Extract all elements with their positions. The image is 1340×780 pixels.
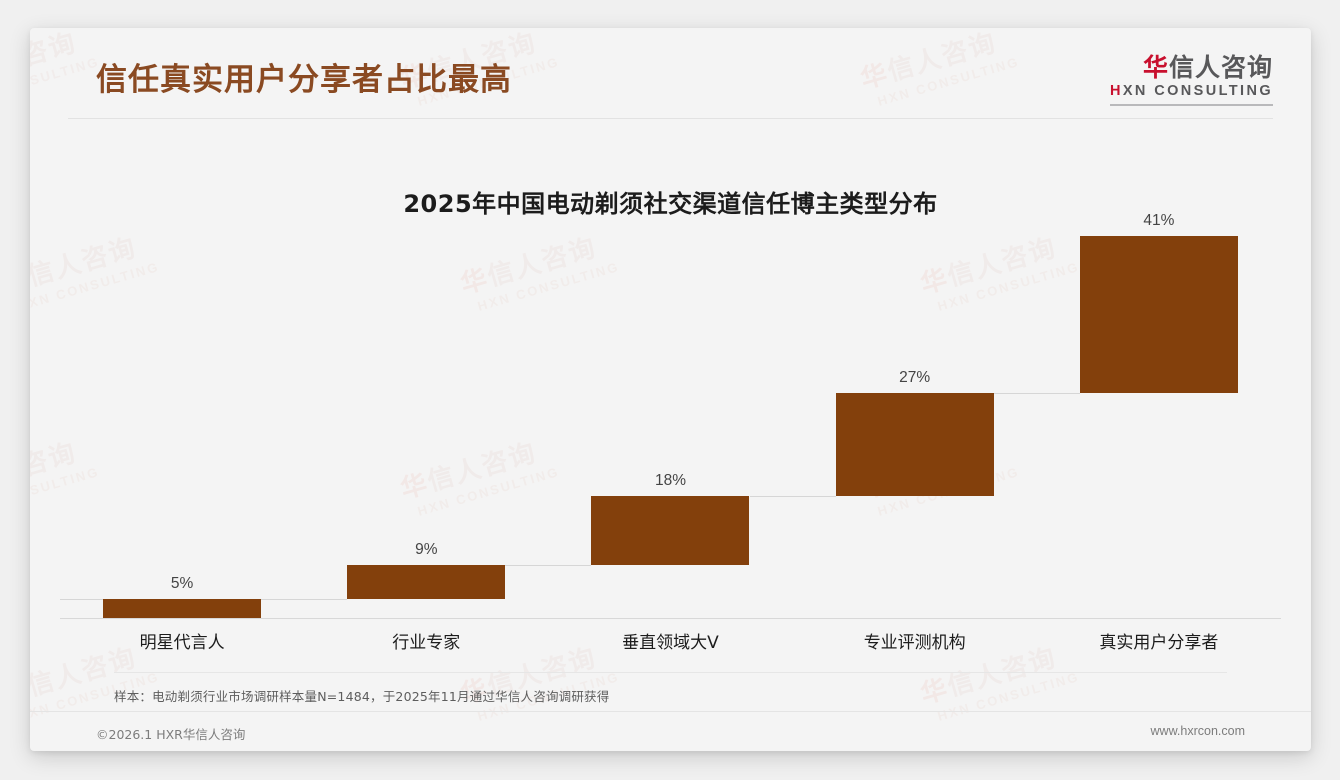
waterfall-bar[interactable]	[835, 392, 994, 496]
category-label: 行业专家	[392, 633, 461, 653]
bar-value-label: 9%	[415, 540, 438, 558]
bar-column: 27%	[793, 236, 1037, 618]
category-axis-labels: 明星代言人 行业专家 垂直领域大V 专业评测机构 真实用户分享者	[60, 628, 1281, 658]
logo-english-rest: XN CONSULTING	[1122, 83, 1273, 100]
bar-column: 5%	[60, 236, 304, 618]
logo-hua-character: 华	[1142, 53, 1169, 82]
brand-logo: 华信人咨询 HXN CONSULTING	[1109, 53, 1273, 107]
waterfall-bar[interactable]	[1079, 236, 1238, 393]
header-divider	[68, 118, 1273, 119]
waterfall-bar[interactable]	[347, 564, 506, 599]
logo-chinese-rest: 信人咨询	[1168, 53, 1273, 82]
logo-h-character: H	[1109, 83, 1123, 100]
x-axis-line	[60, 618, 1281, 619]
waterfall-connector	[261, 598, 348, 600]
footnote-divider	[114, 672, 1227, 673]
waterfall-bar[interactable]	[591, 495, 750, 565]
slide-header: 信任真实用户分享者占比最高 华信人咨询 HXN CONSULTING	[30, 28, 1311, 120]
bar-column: 41%	[1037, 212, 1281, 618]
page-title: 信任真实用户分享者占比最高	[96, 62, 512, 98]
chart-title: 2025年中国电动剃须社交渠道信任博主类型分布	[403, 190, 938, 218]
waterfall-connector	[993, 392, 1080, 394]
website-link[interactable]: www.hxrcon.com	[1150, 724, 1245, 738]
waterfall-connector-start	[60, 598, 104, 600]
waterfall-connector	[749, 495, 836, 497]
slide-footer: ©2026.1 HXR华信人咨询 www.hxrcon.com	[30, 711, 1311, 751]
category-label: 垂直领域大V	[622, 633, 719, 653]
waterfall-plot: 5% 9% 18% 27% 41%	[60, 212, 1281, 618]
chart-area: 2025年中国电动剃须社交渠道信任博主类型分布 5% 9% 18% 27% 41% 明星…	[30, 120, 1311, 673]
copyright-text: ©2026.1 HXR华信人咨询	[96, 727, 246, 742]
bar-value-label: 18%	[654, 471, 686, 489]
waterfall-bar[interactable]	[103, 598, 262, 618]
bar-value-label: 41%	[1143, 212, 1175, 229]
category-label: 专业评测机构	[863, 633, 966, 653]
waterfall-connector	[505, 564, 592, 566]
category-label: 明星代言人	[139, 633, 225, 653]
bar-column: 18%	[548, 236, 792, 618]
logo-underline	[1109, 104, 1273, 107]
bar-value-label: 5%	[170, 574, 194, 592]
bar-value-label: 27%	[899, 368, 931, 386]
logo-english-text: HXN CONSULTING	[1110, 83, 1273, 99]
logo-chinese-text: 华信人咨询	[1110, 53, 1273, 82]
category-label: 真实用户分享者	[1099, 633, 1219, 653]
bar-column: 9%	[304, 236, 548, 618]
footnote-text: 样本：电动剃须行业市场调研样本量N=1484，于2025年11月通过华信人咨询调…	[114, 689, 610, 704]
